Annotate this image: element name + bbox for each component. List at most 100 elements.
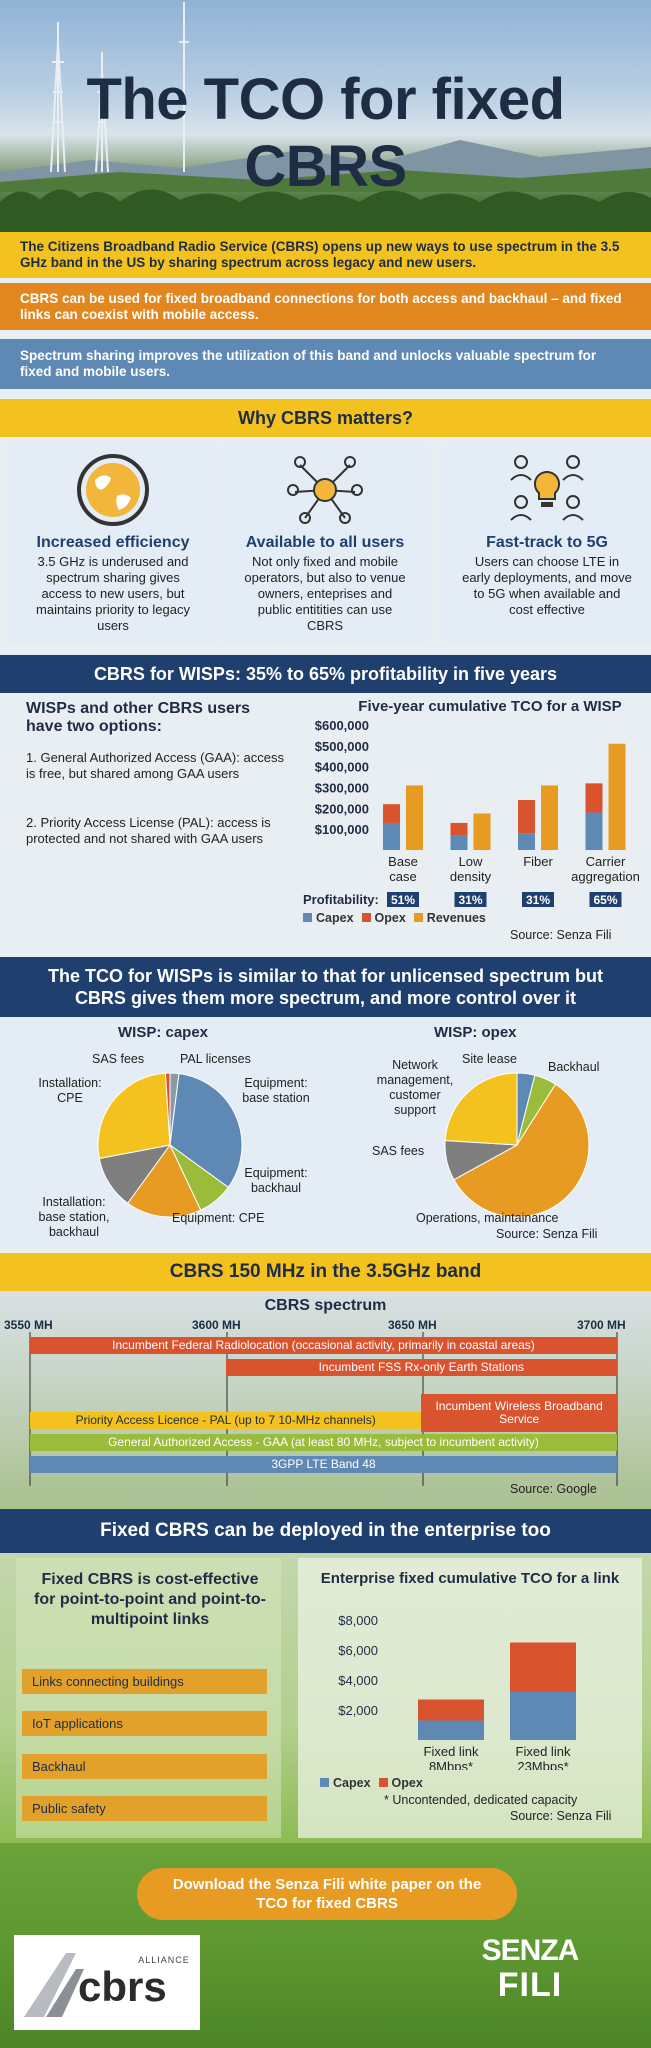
wisp-legend: Capex Opex Revenues <box>303 911 486 925</box>
antenna-tower-icon <box>95 52 109 172</box>
pie-label: Operations, maintainance <box>416 1211 559 1225</box>
y-tick-label: $300,000 <box>315 781 369 796</box>
bar-capex <box>450 835 468 850</box>
x-tick-label: density <box>450 869 492 884</box>
enterprise-chart-panel: Enterprise fixed cumulative TCO for a li… <box>298 1558 642 1838</box>
bar-capex <box>518 833 535 850</box>
pie-slice <box>164 1072 171 1146</box>
profitability-badge <box>589 892 622 907</box>
x-tick-label: Base <box>388 854 418 869</box>
trees-illustration <box>0 189 651 232</box>
y-tick-label: $4,000 <box>338 1673 378 1688</box>
landscape-illustration <box>0 140 651 192</box>
y-tick-label: $6,000 <box>338 1643 378 1658</box>
spectrum-tick: 3700 MH <box>577 1318 626 1332</box>
pie-slice <box>444 1072 518 1146</box>
pie-label: Equipment: CPE <box>172 1211 265 1225</box>
y-tick-label: $500,000 <box>315 739 369 754</box>
spectrum-tick: 3650 MH <box>388 1318 437 1332</box>
list-item: Links connecting buildings <box>22 1669 267 1694</box>
x-tick-label: Fiber <box>523 854 553 869</box>
senza-fili-logo: SENZA FILI <box>470 1935 590 2035</box>
profitability-badge <box>522 892 554 907</box>
legend-revenues: Revenues <box>413 911 486 925</box>
opex-pie-title: WISP: opex <box>434 1024 517 1041</box>
bar-revenues <box>406 785 423 850</box>
why-card-title: Fast-track to 5G <box>486 534 608 551</box>
enterprise-uses-heading: Fixed CBRS is cost-effective for point-t… <box>34 1571 266 1628</box>
legend-capex: Capex <box>303 911 354 925</box>
y-tick-label: $2,000 <box>338 1703 378 1718</box>
x-tick-label: 8Mbps* <box>429 1759 473 1770</box>
spectrum-bar: 3GPP LTE Band 48 <box>30 1456 617 1473</box>
why-card-text: Not only fixed and mobile operators, but… <box>244 554 406 633</box>
x-tick-label: 23Mbps* <box>517 1759 568 1770</box>
spectrum-subheading: CBRS spectrum <box>264 1297 387 1314</box>
list-item: IoT applications <box>22 1711 267 1736</box>
bar-revenues <box>541 785 558 850</box>
profitability-badge <box>454 892 487 907</box>
fili-logo-text: FILI <box>497 1966 563 2004</box>
spectrum-source: Source: Google <box>510 1482 597 1496</box>
x-tick-label: aggregation <box>571 869 640 884</box>
bar-opex <box>418 1699 484 1721</box>
pie-label: Equipment: backhaul <box>244 1166 308 1195</box>
globe-icon <box>77 454 149 526</box>
profitability-value: 65% <box>593 893 617 907</box>
legend-opex: Opex <box>378 1776 423 1790</box>
y-tick-label: $400,000 <box>315 760 369 775</box>
option-pal: 2. Priority Access License (PAL): access… <box>26 815 271 846</box>
bar-capex <box>585 812 603 850</box>
bar-capex <box>383 822 400 850</box>
x-tick-label: Low <box>459 854 483 869</box>
list-item: Backhaul <box>22 1754 267 1779</box>
bar-opex <box>585 783 603 813</box>
bar-revenues <box>473 813 491 850</box>
profitability-label: Profitability: <box>303 892 379 907</box>
senza-logo-text: SENZA <box>481 1934 580 1967</box>
why-card-title: Increased efficiency <box>36 534 190 551</box>
pie-label: PAL licenses <box>180 1052 251 1066</box>
cbrs-logo-icon: ALLIANCE cbrs <box>24 1953 190 2017</box>
opex-pie-chart <box>444 1072 590 1218</box>
tco-source: Source: Senza Fili <box>496 1227 598 1241</box>
wisp-options-heading: WISPs and other CBRS users have two opti… <box>26 700 251 735</box>
enterprise-heading: Fixed CBRS can be deployed in the enterp… <box>0 1509 651 1553</box>
option-gaa: 1. General Authorized Access (GAA): acce… <box>26 750 284 781</box>
why-heading: Why CBRS matters? <box>0 399 651 437</box>
profitability-badge <box>387 892 419 907</box>
cbrs-logo-text: cbrs <box>78 1963 167 2010</box>
spectrum-bar: Incumbent FSS Rx-only Earth Stations <box>225 1359 617 1376</box>
enterprise-chart-title: Enterprise fixed cumulative TCO for a li… <box>320 1570 620 1587</box>
intro-band-3: Spectrum sharing improves the utilizatio… <box>0 339 651 389</box>
pie-slice <box>169 1073 243 1189</box>
bar-opex <box>383 804 400 823</box>
network-users-icon <box>287 456 363 524</box>
enterprise-footnote: * Uncontended, dedicated capacity <box>384 1793 578 1807</box>
capex-pie-chart <box>97 1072 243 1218</box>
spectrum-tick: 3600 MH <box>192 1318 241 1332</box>
why-card-title: Available to all users <box>245 534 405 551</box>
pie-label: Installation: CPE <box>38 1076 102 1105</box>
bar-capex <box>510 1692 576 1740</box>
pie-slice <box>453 1083 590 1218</box>
cbrs-logo-small-text: ALLIANCE <box>138 1955 190 1965</box>
download-button[interactable]: Download the Senza Fili white paper on t… <box>137 1868 517 1920</box>
intro-band-1: The Citizens Broadband Radio Service (CB… <box>0 232 651 278</box>
x-tick-label: case <box>389 869 416 884</box>
bar-opex <box>510 1642 576 1692</box>
hero-banner: The TCO for fixed CBRS <box>0 0 651 232</box>
y-tick-label: $200,000 <box>315 801 369 816</box>
pie-label: Network management, customer support <box>376 1058 454 1117</box>
list-item: Public safety <box>22 1796 267 1821</box>
spectrum-bar: General Authorized Access - GAA (at leas… <box>30 1434 617 1451</box>
capex-pie-title: WISP: capex <box>118 1024 209 1041</box>
pie-label: Site lease <box>462 1052 517 1066</box>
spectrum-tick: 3550 MH <box>4 1318 53 1332</box>
x-tick-label: Fixed link <box>424 1744 479 1759</box>
spectrum-bar: Priority Access Licence - PAL (up to 7 1… <box>30 1412 422 1429</box>
page-title: The TCO for fixed CBRS <box>86 67 565 199</box>
why-card-text: 3.5 GHz is underused and spectrum sharin… <box>36 554 190 633</box>
legend-opex: Opex <box>361 911 406 925</box>
pie-label: SAS fees <box>372 1144 425 1158</box>
